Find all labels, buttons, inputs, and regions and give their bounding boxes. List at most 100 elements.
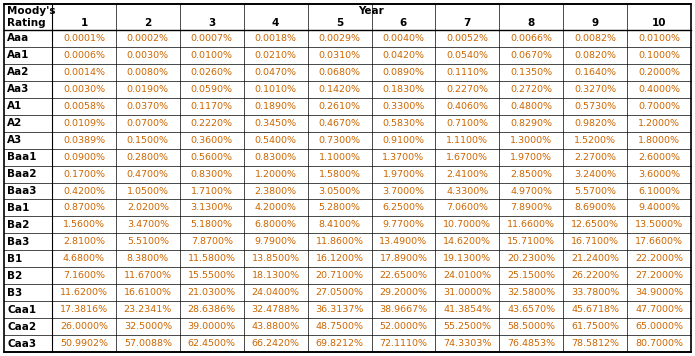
Text: 7: 7	[464, 18, 471, 28]
Text: 0.1700%: 0.1700%	[63, 169, 105, 179]
Text: 0.2720%: 0.2720%	[510, 85, 553, 94]
Text: 0.7000%: 0.7000%	[638, 102, 680, 111]
Text: 9.7700%: 9.7700%	[382, 220, 425, 229]
Text: 0.0370%: 0.0370%	[126, 102, 169, 111]
Text: 0.0590%: 0.0590%	[190, 85, 233, 94]
Text: 0.9100%: 0.9100%	[382, 136, 425, 145]
Text: 0.1000%: 0.1000%	[638, 51, 680, 60]
Text: Aa1: Aa1	[7, 51, 29, 61]
Text: 10.7000%: 10.7000%	[443, 220, 491, 229]
Text: 78.5812%: 78.5812%	[571, 339, 619, 348]
Text: 7.8900%: 7.8900%	[510, 203, 553, 213]
Text: 0.1010%: 0.1010%	[254, 85, 297, 94]
Text: 11.5800%: 11.5800%	[188, 254, 236, 263]
Text: 1.5200%: 1.5200%	[574, 136, 616, 145]
Text: 0.4700%: 0.4700%	[127, 169, 169, 179]
Text: 13.4900%: 13.4900%	[379, 237, 427, 246]
Text: 5.1800%: 5.1800%	[190, 220, 233, 229]
Text: 1.6700%: 1.6700%	[446, 153, 489, 162]
Text: Moody's: Moody's	[7, 6, 56, 16]
Text: 0.0420%: 0.0420%	[382, 51, 425, 60]
Text: A1: A1	[7, 101, 22, 111]
Text: Aaa: Aaa	[7, 33, 29, 43]
Text: 0.5730%: 0.5730%	[574, 102, 616, 111]
Text: 3.2400%: 3.2400%	[574, 169, 616, 179]
Text: 0.0018%: 0.0018%	[254, 34, 297, 43]
Text: 0.0002%: 0.0002%	[127, 34, 169, 43]
Text: 18.1300%: 18.1300%	[252, 271, 300, 280]
Text: Caa2: Caa2	[7, 321, 36, 331]
Text: 45.6718%: 45.6718%	[571, 305, 619, 314]
Text: 58.5000%: 58.5000%	[507, 322, 555, 331]
Text: 2.0200%: 2.0200%	[127, 203, 169, 213]
Text: Aa3: Aa3	[7, 84, 29, 94]
Text: 22.6500%: 22.6500%	[379, 271, 427, 280]
Text: 0.0260%: 0.0260%	[190, 68, 233, 77]
Text: 1.3700%: 1.3700%	[382, 153, 425, 162]
Text: 5.2800%: 5.2800%	[318, 203, 361, 213]
Text: 8.4100%: 8.4100%	[318, 220, 361, 229]
Text: 0.7100%: 0.7100%	[446, 119, 489, 128]
Text: 22.2000%: 22.2000%	[635, 254, 683, 263]
Text: 16.6100%: 16.6100%	[124, 288, 172, 297]
Text: 0.4060%: 0.4060%	[446, 102, 489, 111]
Text: 0.0389%: 0.0389%	[63, 136, 105, 145]
Text: 2.2700%: 2.2700%	[574, 153, 616, 162]
Text: 6: 6	[400, 18, 407, 28]
Text: 0.5830%: 0.5830%	[382, 119, 425, 128]
Text: Aa2: Aa2	[7, 67, 29, 77]
Text: 3: 3	[208, 18, 215, 28]
Text: 34.9000%: 34.9000%	[635, 288, 683, 297]
Text: 0.0007%: 0.0007%	[190, 34, 233, 43]
Text: 47.7000%: 47.7000%	[635, 305, 683, 314]
Text: 0.4200%: 0.4200%	[63, 187, 105, 195]
Text: 0.7300%: 0.7300%	[318, 136, 361, 145]
Text: 0.1170%: 0.1170%	[190, 102, 233, 111]
Text: 21.2400%: 21.2400%	[571, 254, 619, 263]
Text: 1.2000%: 1.2000%	[638, 119, 680, 128]
Text: 12.6500%: 12.6500%	[571, 220, 619, 229]
Text: 17.6600%: 17.6600%	[635, 237, 683, 246]
Text: 76.4853%: 76.4853%	[507, 339, 555, 348]
Text: 24.0400%: 24.0400%	[252, 288, 300, 297]
Text: 4.2000%: 4.2000%	[254, 203, 297, 213]
Text: 65.0000%: 65.0000%	[635, 322, 683, 331]
Text: Ba2: Ba2	[7, 220, 29, 230]
Text: Ba1: Ba1	[7, 203, 29, 213]
Text: 38.9667%: 38.9667%	[379, 305, 427, 314]
Text: 66.2420%: 66.2420%	[252, 339, 300, 348]
Text: 0.0029%: 0.0029%	[318, 34, 361, 43]
Text: 31.0000%: 31.0000%	[443, 288, 491, 297]
Text: 0.1890%: 0.1890%	[254, 102, 297, 111]
Text: 11.6700%: 11.6700%	[124, 271, 172, 280]
Text: 41.3854%: 41.3854%	[443, 305, 491, 314]
Text: 19.1300%: 19.1300%	[443, 254, 491, 263]
Text: 1.5600%: 1.5600%	[63, 220, 105, 229]
Text: A3: A3	[7, 135, 22, 145]
Text: 0.0100%: 0.0100%	[190, 51, 233, 60]
Text: 26.0000%: 26.0000%	[60, 322, 108, 331]
Text: 33.7800%: 33.7800%	[571, 288, 619, 297]
Text: 3.0500%: 3.0500%	[318, 187, 361, 195]
Text: 74.3303%: 74.3303%	[443, 339, 491, 348]
Text: 0.3270%: 0.3270%	[574, 85, 616, 94]
Text: 32.4788%: 32.4788%	[252, 305, 300, 314]
Text: 48.7500%: 48.7500%	[316, 322, 363, 331]
Text: 0.0109%: 0.0109%	[63, 119, 105, 128]
Text: 26.2200%: 26.2200%	[571, 271, 619, 280]
Text: 0.1350%: 0.1350%	[510, 68, 553, 77]
Text: 7.1600%: 7.1600%	[63, 271, 105, 280]
Text: 11.6200%: 11.6200%	[60, 288, 108, 297]
Text: 0.0066%: 0.0066%	[510, 34, 553, 43]
Text: 43.6570%: 43.6570%	[507, 305, 555, 314]
Text: 0.0820%: 0.0820%	[574, 51, 616, 60]
Text: 55.2500%: 55.2500%	[443, 322, 491, 331]
Text: 9.7900%: 9.7900%	[254, 237, 297, 246]
Text: 0.0001%: 0.0001%	[63, 34, 105, 43]
Text: 0.0470%: 0.0470%	[254, 68, 297, 77]
Text: 62.4500%: 62.4500%	[188, 339, 236, 348]
Text: 0.0100%: 0.0100%	[638, 34, 680, 43]
Text: 8: 8	[528, 18, 535, 28]
Text: 0.1420%: 0.1420%	[318, 85, 361, 94]
Text: Baa2: Baa2	[7, 169, 37, 179]
